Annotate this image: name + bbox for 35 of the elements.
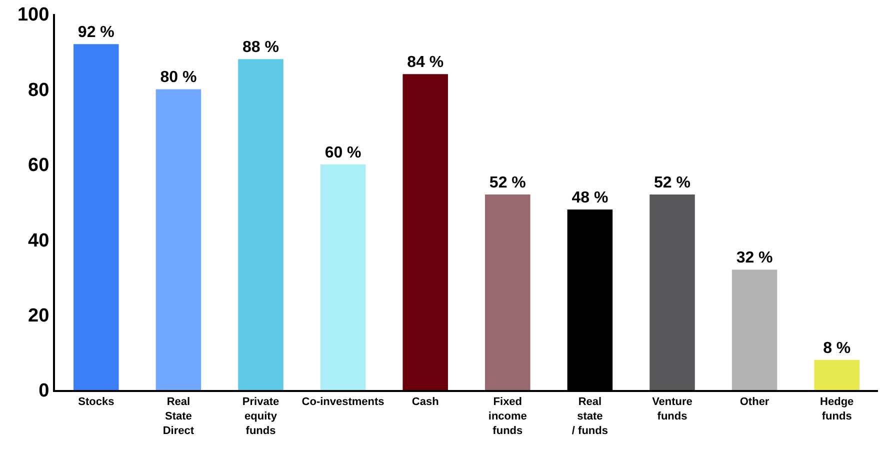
- x-tick-label: Fixed income funds: [488, 396, 527, 437]
- data-label: 48 %: [572, 190, 608, 207]
- data-label: 80 %: [160, 69, 197, 86]
- x-tick-label: Co-investments: [302, 396, 384, 408]
- bar: [814, 360, 860, 390]
- bar: [650, 194, 695, 390]
- x-tick-label: Real State Direct: [162, 396, 194, 437]
- data-label: 60 %: [324, 144, 362, 162]
- data-label: 8 %: [823, 340, 851, 357]
- bar: [74, 44, 119, 390]
- bar: [402, 74, 448, 390]
- y-tick-label: 60: [28, 155, 50, 176]
- y-tick-label: 80: [28, 80, 50, 101]
- y-tick-label: 0: [38, 380, 50, 402]
- y-tick-label: 100: [17, 4, 50, 26]
- bar: [320, 164, 366, 390]
- data-label: 92 %: [78, 24, 114, 42]
- x-tick-label: Cash: [412, 396, 440, 408]
- data-label: 52 %: [654, 174, 690, 192]
- y-tick-label: 40: [28, 230, 50, 252]
- x-tick-label: Real state / funds: [572, 396, 608, 437]
- x-tick-label: Private equity funds: [242, 396, 280, 437]
- y-tick-label: 20: [28, 305, 50, 326]
- data-label: 88 %: [242, 39, 279, 56]
- bar: [238, 59, 284, 390]
- x-tick-label: Stocks: [78, 396, 114, 408]
- data-label: 84 %: [407, 54, 444, 72]
- x-tick-label: Hedge funds: [820, 396, 854, 422]
- bar: [156, 89, 202, 390]
- data-label: 52 %: [489, 174, 526, 192]
- x-tick-label: Other: [740, 396, 770, 408]
- bar: [485, 194, 530, 390]
- x-tick-label: Venture funds: [652, 396, 692, 422]
- data-label: 32 %: [736, 250, 773, 267]
- bar: [732, 270, 778, 390]
